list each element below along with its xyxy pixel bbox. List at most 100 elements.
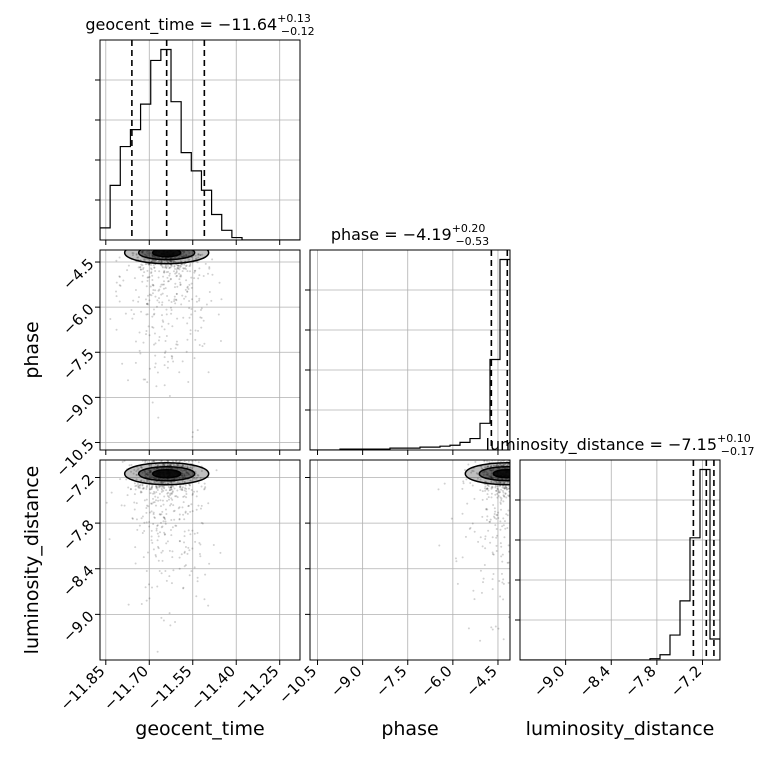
scatter-point: [495, 463, 498, 466]
scatter-point: [495, 536, 498, 539]
scatter-point: [160, 481, 163, 484]
scatter-point: [184, 253, 187, 256]
scatter-point: [158, 335, 161, 338]
scatter-point: [183, 254, 186, 257]
scatter-point: [528, 484, 530, 486]
scatter-point: [531, 495, 533, 497]
scatter-point: [491, 553, 494, 556]
scatter-point: [151, 475, 154, 478]
scatter-point: [160, 454, 162, 456]
scatter-point: [152, 254, 155, 257]
scatter-point: [184, 545, 187, 548]
scatter-point: [164, 520, 167, 523]
scatter-point: [162, 489, 165, 492]
scatter-point: [162, 485, 165, 488]
scatter-point: [495, 544, 498, 547]
scatter-point: [164, 241, 166, 243]
scatter-point: [196, 476, 199, 479]
scatter-point: [183, 518, 186, 521]
scatter-point: [188, 473, 191, 476]
scatter-point: [165, 466, 168, 469]
scatter-point: [197, 277, 200, 280]
scatter-point: [160, 482, 163, 485]
scatter-point: [170, 309, 173, 312]
scatter-point: [219, 340, 222, 343]
scatter-point: [512, 499, 514, 501]
scatter-point: [520, 454, 522, 456]
scatter-point: [154, 236, 156, 238]
scatter-point: [150, 243, 152, 245]
scatter-point: [155, 477, 158, 480]
scatter-point: [512, 486, 514, 488]
scatter-point: [130, 470, 133, 473]
scatter-point: [175, 292, 178, 295]
scatter-point: [153, 467, 156, 470]
scatter-point: [163, 237, 165, 239]
scatter-point: [512, 480, 514, 482]
scatter-point: [186, 466, 189, 469]
scatter-point: [207, 502, 210, 505]
scatter-point: [437, 488, 440, 491]
scatter-point: [193, 357, 196, 360]
scatter-point: [519, 458, 521, 460]
scatter-point: [535, 494, 537, 496]
scatter-point: [182, 252, 185, 255]
scatter-point: [158, 288, 161, 291]
scatter-point: [480, 465, 483, 468]
scatter-point: [525, 486, 527, 488]
scatter-point: [522, 531, 524, 533]
scatter-point: [170, 312, 173, 315]
scatter-point: [196, 429, 199, 432]
scatter-point: [175, 292, 178, 295]
scatter-point: [163, 480, 166, 483]
scatter-point: [505, 513, 508, 516]
scatter-point: [184, 247, 186, 249]
scatter-point: [147, 254, 150, 257]
scatter-point: [183, 474, 186, 477]
scatter-point: [455, 560, 458, 563]
scatter-point: [115, 290, 118, 293]
scatter-point: [179, 243, 181, 245]
scatter-point: [511, 478, 513, 480]
scatter-point: [135, 484, 138, 487]
scatter-point: [155, 529, 158, 532]
scatter-point: [505, 488, 508, 491]
scatter-point: [180, 241, 182, 243]
scatter-point: [507, 544, 510, 547]
scatter-point: [462, 480, 465, 483]
scatter-point: [466, 502, 469, 505]
scatter-point: [179, 281, 182, 284]
scatter-point: [163, 271, 166, 274]
scatter-point: [181, 472, 184, 475]
scatter-point: [514, 504, 516, 506]
scatter-point: [169, 624, 172, 627]
scatter-point: [167, 322, 170, 325]
scatter-point: [118, 300, 121, 303]
scatter-point: [208, 290, 211, 293]
scatter-point: [162, 619, 165, 622]
scatter-point: [512, 481, 514, 483]
scatter-point: [151, 484, 154, 487]
scatter-point: [163, 364, 166, 367]
scatter-point: [485, 471, 488, 474]
scatter-point: [484, 466, 487, 469]
scatter-point: [189, 332, 192, 335]
scatter-point: [505, 487, 508, 490]
scatter-point: [156, 524, 159, 527]
scatter-point: [190, 313, 193, 316]
scatter-point: [486, 465, 489, 468]
scatter-point: [169, 486, 172, 489]
scatter-point: [155, 485, 158, 488]
scatter-point: [495, 549, 498, 552]
scatter-point: [499, 528, 502, 531]
scatter-point: [154, 295, 157, 298]
scatter-point: [155, 485, 158, 488]
scatter-point: [152, 284, 155, 287]
scatter-point: [167, 482, 170, 485]
scatter-point: [168, 274, 171, 277]
scatter-point: [143, 246, 145, 248]
scatter-point: [152, 260, 155, 263]
scatter-point: [184, 487, 187, 490]
scatter-point: [157, 467, 160, 470]
scatter-point: [163, 452, 165, 454]
